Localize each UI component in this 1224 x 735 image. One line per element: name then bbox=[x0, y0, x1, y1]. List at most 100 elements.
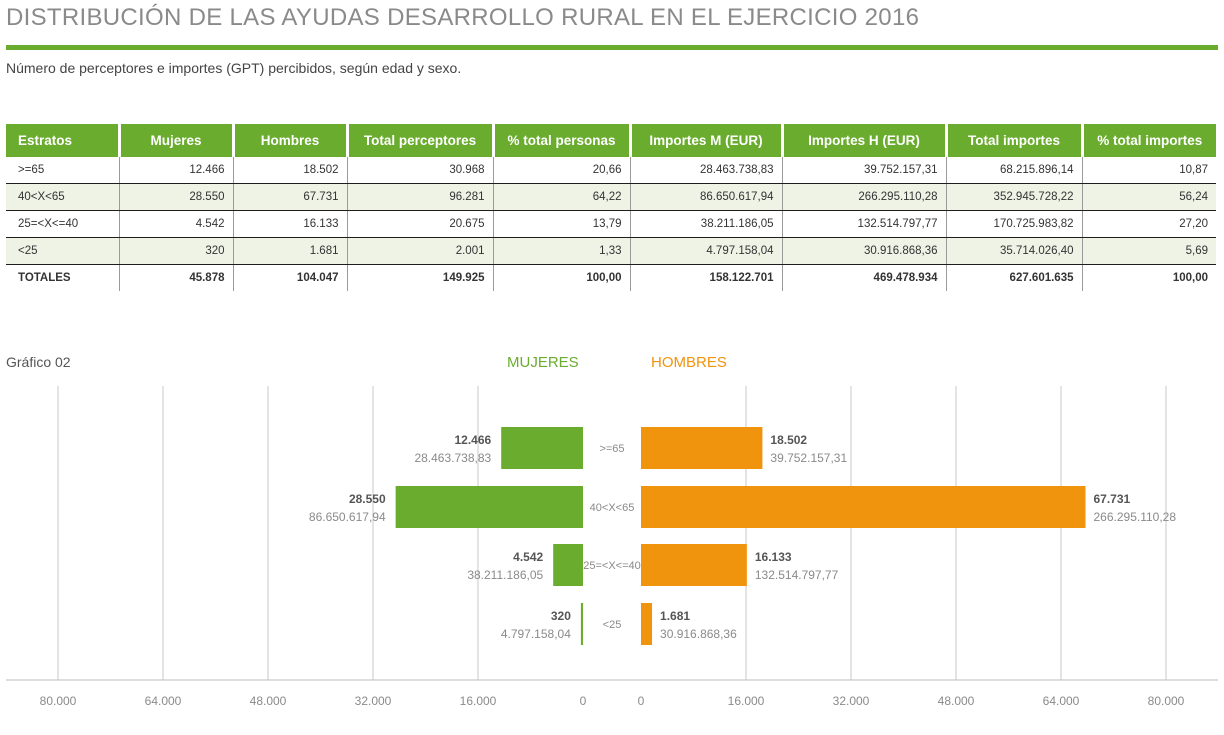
data-label-mujeres: 4.542 bbox=[513, 550, 543, 564]
table-cell: 64,22 bbox=[492, 183, 630, 211]
category-label: <25 bbox=[603, 619, 622, 631]
table-cell: 20,66 bbox=[492, 157, 630, 184]
x-tick-label: 64.000 bbox=[145, 694, 182, 708]
table-cell: 158.122.701 bbox=[629, 264, 782, 291]
column-header: % total personas bbox=[491, 124, 630, 157]
bar-mujeres bbox=[501, 427, 583, 469]
x-tick-label: 0 bbox=[580, 694, 587, 708]
column-header: Importes H (EUR) bbox=[780, 124, 946, 157]
data-label-importe-mujeres: 38.211.186,05 bbox=[467, 568, 543, 582]
table-cell: 20.675 bbox=[346, 210, 493, 238]
x-tick-label: 32.000 bbox=[833, 694, 870, 708]
table-cell: 266.295.110,28 bbox=[781, 183, 946, 211]
page-title: DISTRIBUCIÓN DE LAS AYUDAS DESARROLLO RU… bbox=[6, 4, 920, 31]
title-rule bbox=[6, 45, 1218, 50]
x-tick-label: 32.000 bbox=[355, 694, 392, 708]
x-tick-label: 80.000 bbox=[1148, 694, 1185, 708]
bar-hombres bbox=[641, 603, 653, 645]
bar-mujeres bbox=[580, 603, 583, 645]
table-cell: 35.714.026,40 bbox=[945, 237, 1082, 265]
table-cell: <25 bbox=[6, 237, 119, 265]
x-tick-label: 48.000 bbox=[938, 694, 975, 708]
data-label-hombres: 16.133 bbox=[755, 550, 792, 564]
category-label: 25=<X<=40 bbox=[583, 560, 641, 572]
table-cell: 100,00 bbox=[492, 264, 630, 291]
column-header: % total importes bbox=[1080, 124, 1216, 157]
table-totals-row: TOTALES 45.878 104.047 149.925 100,00 15… bbox=[6, 264, 1216, 291]
table-cell: 25=<X<=40 bbox=[6, 210, 119, 238]
table-cell: 627.601.635 bbox=[945, 264, 1082, 291]
table-cell: 100,00 bbox=[1081, 264, 1216, 291]
table-cell: 469.478.934 bbox=[781, 264, 946, 291]
table-cell: 1.681 bbox=[232, 237, 347, 265]
bar-mujeres bbox=[395, 486, 583, 528]
legend-hombres: HOMBRES bbox=[651, 354, 727, 371]
table-cell: 149.925 bbox=[346, 264, 493, 291]
x-tick-label: 16.000 bbox=[728, 694, 765, 708]
data-label-importe-mujeres: 28.463.738,83 bbox=[414, 451, 491, 465]
chart-label: Gráfico 02 bbox=[6, 354, 71, 370]
table-cell: >=65 bbox=[6, 157, 119, 184]
data-label-hombres: 67.731 bbox=[1093, 492, 1130, 506]
table-cell: 13,79 bbox=[492, 210, 630, 238]
table-cell: 39.752.157,31 bbox=[781, 157, 946, 184]
chart-plot: 0 0 16.000 16.000 32.000 32.000 48.000 48.000 64… bbox=[6, 386, 1218, 708]
table-cell: 86.650.617,94 bbox=[629, 183, 782, 211]
table-row: 40<X<65 28.550 67.731 96.281 64,22 86.65… bbox=[6, 183, 1216, 211]
table-cell: 30.916.868,36 bbox=[781, 237, 946, 265]
table-cell: 45.878 bbox=[118, 264, 233, 291]
table-cell: 16.133 bbox=[232, 210, 347, 238]
table-cell: 104.047 bbox=[232, 264, 347, 291]
bar-hombres bbox=[641, 486, 1086, 528]
table-cell: 4.797.158,04 bbox=[629, 237, 782, 265]
table-cell: 68.215.896,14 bbox=[945, 157, 1082, 184]
data-label-importe-mujeres: 4.797.158,04 bbox=[501, 627, 571, 641]
table-header-row: Estratos Mujeres Hombres Total perceptor… bbox=[6, 124, 1216, 157]
bar-mujeres bbox=[553, 544, 583, 586]
table-cell: 96.281 bbox=[346, 183, 493, 211]
table-cell: 18.502 bbox=[232, 157, 347, 184]
table-cell: 30.968 bbox=[346, 157, 493, 184]
x-tick-label: 48.000 bbox=[250, 694, 287, 708]
data-label-mujeres: 28.550 bbox=[349, 492, 386, 506]
data-table: Estratos Mujeres Hombres Total perceptor… bbox=[6, 124, 1216, 291]
table-cell: 1,33 bbox=[492, 237, 630, 265]
table-cell: TOTALES bbox=[18, 272, 71, 284]
data-label-hombres: 18.502 bbox=[770, 433, 807, 447]
x-tick-label: 0 bbox=[638, 694, 645, 708]
table-cell: 352.945.728,22 bbox=[945, 183, 1082, 211]
table-row: <25 320 1.681 2.001 1,33 4.797.158,04 30… bbox=[6, 237, 1216, 265]
x-tick-label: 80.000 bbox=[40, 694, 77, 708]
x-tick-label: 16.000 bbox=[460, 694, 497, 708]
x-tick-label: 64.000 bbox=[1043, 694, 1080, 708]
data-label-importe-hombres: 266.295.110,28 bbox=[1093, 510, 1176, 524]
table-cell: 27,20 bbox=[1081, 210, 1216, 238]
bar-hombres bbox=[641, 544, 747, 586]
column-header: Estratos bbox=[6, 124, 119, 157]
column-header: Total perceptores bbox=[345, 124, 493, 157]
column-header: Total importes bbox=[944, 124, 1082, 157]
table-cell: 4.542 bbox=[118, 210, 233, 238]
bar-hombres bbox=[641, 427, 763, 469]
table-cell: 5,69 bbox=[1081, 237, 1216, 265]
table-cell: 38.211.186,05 bbox=[629, 210, 782, 238]
table-cell: 10,87 bbox=[1081, 157, 1216, 184]
data-label-importe-hombres: 30.916.868,36 bbox=[660, 627, 737, 641]
column-header: Hombres bbox=[231, 124, 347, 157]
table-cell: 40<X<65 bbox=[6, 183, 119, 211]
table-cell: 170.725.983,82 bbox=[945, 210, 1082, 238]
table-cell: 67.731 bbox=[232, 183, 347, 211]
page-subtitle: Número de perceptores e importes (GPT) p… bbox=[6, 60, 462, 76]
table-cell: 2.001 bbox=[346, 237, 493, 265]
table-cell: 320 bbox=[118, 237, 233, 265]
data-label-importe-hombres: 132.514.797,77 bbox=[755, 568, 839, 582]
data-label-hombres: 1.681 bbox=[660, 609, 690, 623]
table-cell: 12.466 bbox=[118, 157, 233, 184]
table-cell: 28.463.738,83 bbox=[629, 157, 782, 184]
table-row: 25=<X<=40 4.542 16.133 20.675 13,79 38.2… bbox=[6, 210, 1216, 238]
data-label-mujeres: 320 bbox=[551, 609, 571, 623]
legend-mujeres: MUJERES bbox=[507, 354, 579, 371]
column-header: Mujeres bbox=[117, 124, 233, 157]
table-cell: 28.550 bbox=[118, 183, 233, 211]
column-header: Importes M (EUR) bbox=[628, 124, 782, 157]
